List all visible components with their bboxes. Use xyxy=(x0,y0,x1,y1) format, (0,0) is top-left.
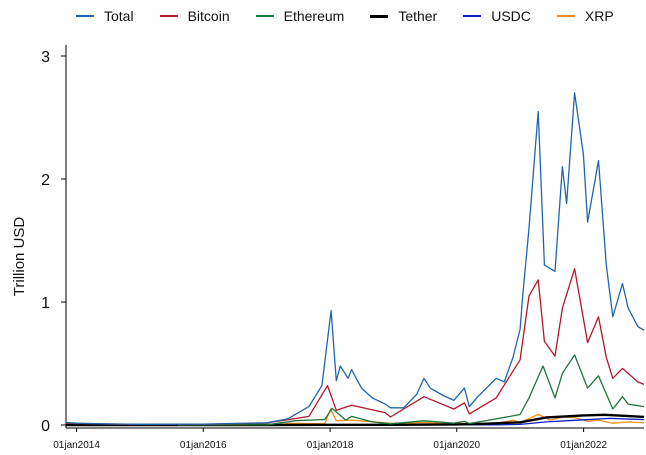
y-axis-label: Trillion USD xyxy=(11,217,28,297)
series-line-tether xyxy=(66,413,645,427)
series-lines xyxy=(65,92,645,427)
legend-label-xrp: XRP xyxy=(584,8,614,24)
legend-label-total: Total xyxy=(104,8,134,24)
x-ticks: 01jan2014 01jan2016 01jan2018 01jan2020 01ja… xyxy=(53,428,607,451)
legend-item-bitcoin[interactable]: Bitcoin xyxy=(159,8,230,24)
y-ticks: 0 1 2 3 xyxy=(41,49,66,435)
legend-swatch-xrp xyxy=(556,15,575,17)
y-tick-label: 0 xyxy=(41,418,50,435)
y-tick-label: 1 xyxy=(41,295,50,312)
legend-item-ethereum[interactable]: Ethereum xyxy=(255,8,345,24)
x-tick-label: 01jan2022 xyxy=(560,440,607,451)
legend-label-usdc: USDC xyxy=(491,8,531,24)
legend-swatch-tether xyxy=(370,14,389,18)
legend-item-tether[interactable]: Tether xyxy=(370,8,437,24)
legend-item-xrp[interactable]: XRP xyxy=(556,8,614,24)
legend-swatch-bitcoin xyxy=(159,15,178,17)
chart-legend: Total Bitcoin Ethereum Tether USDC XRP xyxy=(76,8,640,24)
y-tick-label: 3 xyxy=(41,49,50,66)
legend-label-ethereum: Ethereum xyxy=(283,8,345,24)
x-tick-label: 01jan2020 xyxy=(433,440,480,451)
series-line-total xyxy=(65,92,645,425)
legend-item-usdc[interactable]: USDC xyxy=(463,8,531,24)
legend-label-tether: Tether xyxy=(398,8,438,24)
y-tick-label: 2 xyxy=(41,172,50,189)
legend-item-total[interactable]: Total xyxy=(76,8,134,24)
x-tick-label: 01jan2014 xyxy=(53,440,100,451)
legend-label-bitcoin: Bitcoin xyxy=(187,8,230,24)
series-line-bitcoin xyxy=(65,268,645,426)
x-tick-label: 01jan2016 xyxy=(180,440,227,451)
legend-swatch-usdc xyxy=(463,15,482,17)
chart-axes xyxy=(65,45,644,429)
x-tick-label: 01jan2018 xyxy=(307,440,354,451)
legend-swatch-total xyxy=(76,15,94,17)
legend-swatch-ethereum xyxy=(255,15,274,17)
series-line-ethereum xyxy=(177,354,645,426)
